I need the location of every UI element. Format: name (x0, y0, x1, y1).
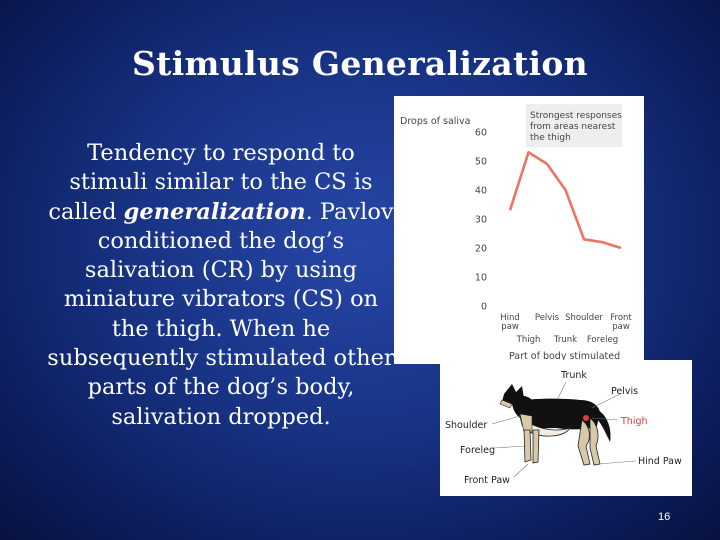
body-intro: Tendency to respond to stimuli similar t… (48, 140, 373, 225)
label-trunk: Trunk (560, 370, 587, 381)
dog-body (516, 398, 600, 430)
label-thigh: Thigh (620, 416, 648, 427)
label-pelvis: Pelvis (611, 386, 638, 397)
x-category-label: Shoulder (565, 313, 603, 323)
thigh-marker (583, 415, 589, 421)
dog-tail (596, 410, 611, 442)
dog-hind-leg-right (589, 417, 601, 466)
x-category-label: paw (612, 322, 630, 332)
chart-svg: Strongest responses from areas nearest t… (400, 104, 632, 362)
y-tick-label: 30 (475, 215, 487, 226)
page-number: 16 (658, 511, 671, 523)
dog-illustration (499, 384, 611, 466)
label-front-paw: Front Paw (464, 475, 510, 486)
label-foreleg: Foreleg (460, 445, 495, 456)
dog-head (502, 384, 524, 404)
y-tick-label: 50 (475, 157, 487, 168)
x-category-label: Front (610, 313, 632, 323)
y-tick-label: 60 (475, 128, 487, 139)
slide-title: Stimulus Generalization (132, 44, 588, 83)
label-shoulder: Shoulder (445, 420, 487, 431)
dog-diagram-svg: Trunk Pelvis Thigh Shoulder Foreleg Fron… (445, 370, 682, 486)
annotation-line-1: Strongest responses (530, 111, 622, 121)
annotation-line-2: from areas nearest (530, 122, 616, 132)
y-tick-label: 0 (481, 302, 487, 313)
generalization-chart: Strongest responses from areas nearest t… (394, 96, 644, 364)
body-emphasis: generalization (123, 198, 306, 225)
dog-pointer-lines (491, 381, 637, 478)
x-category-label: paw (501, 322, 519, 332)
annotation-box (526, 104, 622, 147)
x-category-label: Pelvis (535, 313, 560, 323)
x-category-label: Thigh (516, 335, 541, 345)
y-tick-label: 40 (475, 186, 487, 197)
slide-body-text: Tendency to respond to stimuli similar t… (46, 139, 396, 432)
dog-foreleg-left (523, 429, 532, 463)
dog-chest (519, 413, 533, 433)
chart-categories: HindpawThighPelvisTrunkShoulderForelegFr… (500, 313, 632, 345)
label-hind-paw: Hind Paw (638, 456, 682, 467)
dog-hind-leg-left (577, 419, 591, 466)
x-category-label: Trunk (553, 335, 577, 345)
series-line (508, 150, 622, 250)
body-rest: . Pavlov conditioned the dog’s salivatio… (47, 198, 395, 430)
y-tick-label: 10 (475, 273, 487, 284)
y-axis-label: Drops of saliva (400, 116, 471, 127)
dog-foreleg-right (532, 429, 540, 464)
annotation-line-3: the thigh (530, 133, 571, 143)
x-category-label: Hind (500, 313, 520, 323)
dog-snout (499, 399, 513, 409)
dog-diagram: Trunk Pelvis Thigh Shoulder Foreleg Fron… (440, 360, 692, 496)
x-axis-label: Part of body stimulated (509, 351, 620, 362)
y-tick-label: 20 (475, 244, 487, 255)
chart-ticks: 0 10 20 30 40 50 60 (475, 128, 487, 313)
x-category-label: Foreleg (587, 335, 618, 345)
